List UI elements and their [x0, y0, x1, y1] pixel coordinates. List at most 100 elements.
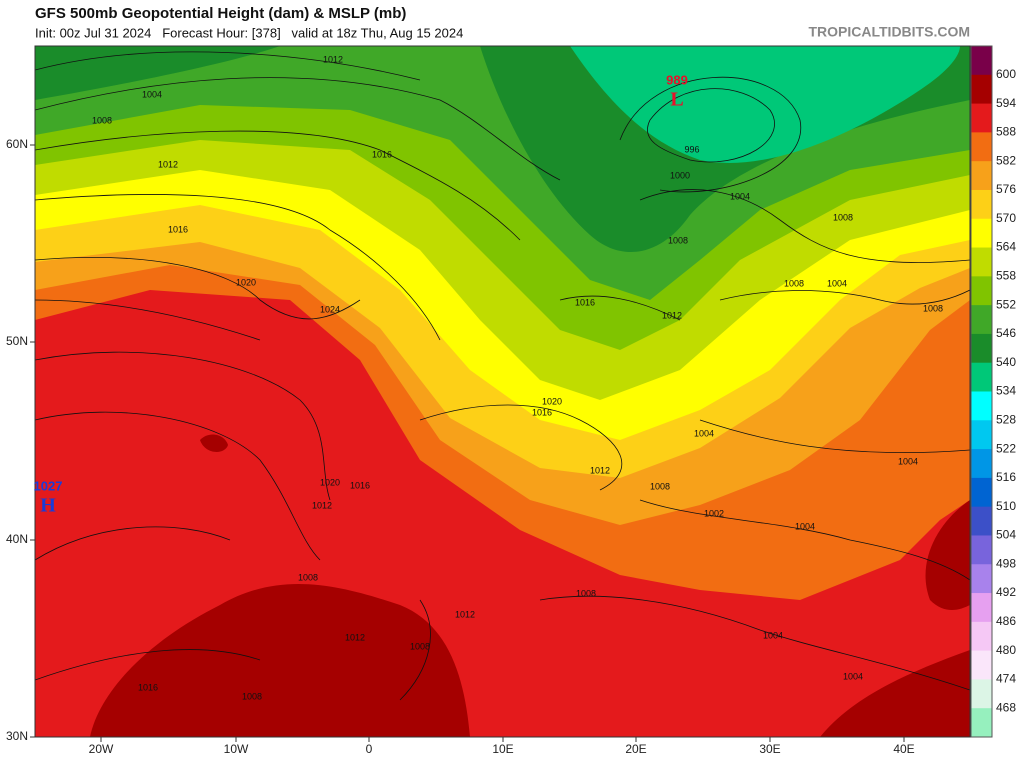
isobar-label: 1016: [350, 480, 370, 490]
isobar-label: 1004: [763, 630, 783, 640]
colorbar-label: 570: [996, 211, 1016, 225]
colorbar-frame: [970, 45, 993, 738]
isobar-label: 1004: [142, 89, 162, 99]
isobar: [419, 404, 623, 491]
colorbar-swatch: [971, 74, 992, 105]
isobar: [699, 419, 970, 454]
isobar-label: 1016: [575, 297, 595, 307]
height-band: [90, 584, 470, 737]
colorbar-label: 582: [996, 153, 1016, 167]
height-band: [820, 650, 970, 737]
colorbar-swatch: [971, 506, 992, 536]
colorbar-swatch: [971, 535, 992, 565]
isobar: [639, 499, 970, 581]
colorbar-swatch: [971, 679, 992, 709]
isobar-label: 1008: [242, 691, 262, 701]
isobar: [35, 649, 261, 681]
isobar: [35, 51, 421, 81]
colorbar-swatch: [971, 593, 992, 623]
colorbar: 600 594 588 582 576 570 564 558 552 546 540 534 528 5…: [970, 45, 1016, 738]
colorbar-label: 576: [996, 182, 1016, 196]
height-band: [35, 46, 280, 100]
isobar-label: 1008: [923, 303, 943, 313]
colorbar-label: 564: [996, 240, 1016, 254]
isobar-label: 1020: [542, 396, 562, 406]
isobar-label: 1008: [668, 235, 688, 245]
isobar-label: 1016: [168, 224, 188, 234]
subtitle: Init: 00z Jul 31 2024 Forecast Hour: [37…: [35, 25, 463, 40]
isobar-label: 1004: [694, 428, 714, 438]
isobar-label: 1008: [298, 572, 318, 582]
colorbar-swatch: [971, 391, 992, 421]
isobar: [559, 295, 681, 321]
pressure-letter: L: [670, 89, 683, 111]
map-area: 1012100410081012101610161020102410161012…: [35, 46, 970, 737]
isobar: [399, 599, 431, 701]
colorbar-swatch: [971, 362, 992, 392]
lon-label: 20E: [625, 742, 646, 756]
height-band: [925, 500, 970, 610]
lon-label: 40E: [893, 742, 914, 756]
isobar-label: 1002: [704, 508, 724, 518]
isobar-label: 1004: [843, 671, 863, 681]
isobar-label: 1004: [730, 191, 750, 201]
isobar: [639, 189, 970, 263]
colorbar-label: 504: [996, 528, 1016, 542]
pressure-letter: H: [40, 495, 56, 517]
isobar-label: 1016: [372, 149, 392, 159]
isobar: [35, 351, 331, 501]
colorbar-label: 540: [996, 355, 1016, 369]
colorbar-label: 516: [996, 470, 1016, 484]
isobar-label: 1008: [784, 278, 804, 288]
isobar: [647, 88, 775, 163]
colorbar-label: 594: [996, 96, 1016, 110]
isobar-label: 1016: [138, 682, 158, 692]
isobar-label: 1004: [795, 521, 815, 531]
isobar-label: 1008: [833, 212, 853, 222]
colorbar-swatch: [971, 276, 992, 306]
colorbar-swatch: [971, 103, 992, 133]
pressure-value: 989: [666, 72, 688, 87]
isobar: [35, 194, 441, 341]
colorbar-label: 492: [996, 585, 1016, 599]
isobar: [35, 130, 521, 241]
height-band: [200, 434, 228, 452]
colorbar-label: 528: [996, 412, 1016, 426]
colorbar-swatch: [971, 46, 992, 76]
isobar-label: 1004: [898, 456, 918, 466]
colorbar-swatch: [971, 305, 992, 335]
isobar-label: 1000: [670, 170, 690, 180]
lon-label: 0: [366, 742, 373, 756]
colorbar-swatch: [971, 621, 992, 652]
isobar-label: 1012: [662, 310, 682, 320]
isobar-label: 1012: [158, 159, 178, 169]
lat-label: 30N: [6, 729, 28, 743]
isobar-label: 1024: [320, 304, 340, 314]
colorbar-swatch: [971, 247, 992, 277]
colorbar-label: 558: [996, 269, 1016, 283]
isobar: [35, 526, 231, 561]
isobar-label: 1012: [345, 632, 365, 642]
isobar-label: 1004: [827, 278, 847, 288]
colorbar-label: 486: [996, 614, 1016, 628]
colorbar-swatch: [971, 420, 992, 450]
isobar-label: 1016: [532, 407, 552, 417]
isobar-label: 1020: [320, 477, 340, 487]
isobar-label: 1008: [410, 641, 430, 651]
isobar-label: 1012: [455, 609, 475, 619]
colorbar-swatch: [971, 218, 992, 249]
colorbar-label: 468: [996, 700, 1016, 714]
colorbar-swatch: [971, 333, 992, 364]
isobar: [35, 77, 561, 181]
colorbar-swatch: [971, 708, 992, 738]
lon-label: 30E: [759, 742, 780, 756]
isobar: [539, 595, 970, 691]
isobar: [35, 299, 261, 341]
isobar-label: 1008: [576, 588, 596, 598]
colorbar-label: 480: [996, 643, 1016, 657]
source: TROPICALTIDBITS.COM: [808, 24, 970, 40]
colorbar-label: 552: [996, 297, 1016, 311]
colorbar-swatch: [971, 650, 992, 680]
isobar-label: 1008: [92, 115, 112, 125]
isobar-label: 1012: [323, 54, 343, 64]
